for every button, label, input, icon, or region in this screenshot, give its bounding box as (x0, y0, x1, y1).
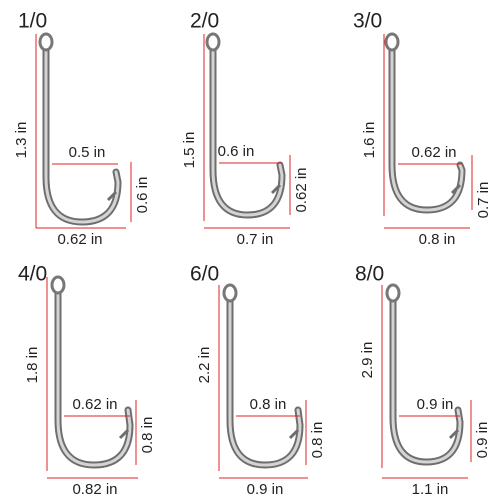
hook-shank-outline (209, 46, 286, 219)
gap-label: 0.8 in (250, 396, 287, 413)
hook-eye (222, 283, 238, 303)
hook-size: 1/0 (18, 10, 47, 33)
hook-size: 2/0 (190, 10, 219, 33)
hook-size: 4/0 (18, 263, 47, 286)
hook-eye (384, 32, 400, 52)
hook-shank-outline (42, 46, 122, 226)
hook-shank (390, 48, 464, 212)
point-label: 0.6 in (134, 177, 151, 214)
hook-item: 1/0 1.3 in 0.5 in 0.6 in 0.62 in (13, 10, 151, 248)
hook-item: 6/0 2.2 in 0.8 in 0.8 in 0.9 in (190, 263, 326, 498)
hook-shank-outline (226, 297, 304, 469)
point-label: 0.7 in (475, 182, 492, 219)
width-label: 0.62 in (57, 231, 102, 248)
hook-barb (118, 428, 130, 440)
hook-shank-outline (388, 46, 466, 214)
length-label: 2.2 in (196, 347, 213, 384)
point-label: 0.8 in (139, 417, 156, 454)
hook-eye (385, 283, 401, 303)
length-label: 1.6 in (361, 122, 378, 159)
gap-label: 0.62 in (411, 144, 456, 161)
gap-label: 0.5 in (69, 144, 106, 161)
length-label: 1.3 in (13, 122, 30, 159)
width-label: 0.9 in (247, 481, 284, 498)
length-label: 2.9 in (359, 342, 376, 379)
hook-item: 3/0 1.6 in 0.62 in 0.7 in 0.8 in (353, 10, 492, 248)
hook-size: 6/0 (190, 263, 219, 286)
hook-shank (391, 299, 462, 464)
hook-shank (56, 291, 132, 467)
hook-barb (288, 428, 300, 440)
hook-shank (228, 299, 302, 467)
hook-item: 4/0 1.8 in 0.62 in 0.8 in 0.82 in (18, 263, 156, 498)
hook-shank (211, 48, 284, 217)
hook-barb (270, 183, 282, 195)
hook-item: 2/0 1.5 in 0.6 in 0.62 in 0.7 in (181, 10, 310, 248)
gap-label: 0.62 in (72, 396, 117, 413)
width-label: 0.82 in (72, 481, 117, 498)
hook-eye (205, 32, 221, 52)
hook-item: 8/0 2.9 in 0.9 in 0.9 in 1.1 in (355, 263, 491, 498)
gap-label: 0.9 in (417, 396, 454, 413)
point-label: 0.62 in (293, 167, 310, 212)
hook-size: 3/0 (353, 10, 382, 33)
hook-barb (448, 428, 460, 440)
hook-eye (38, 32, 54, 52)
gap-label: 0.6 in (218, 143, 255, 160)
hook-shank-outline (54, 289, 134, 469)
length-label: 1.5 in (181, 132, 198, 169)
point-label: 0.8 in (309, 422, 326, 459)
hook-barb (450, 183, 462, 195)
point-label: 0.9 in (474, 422, 491, 459)
width-label: 0.8 in (419, 231, 456, 248)
hook-size: 8/0 (355, 263, 384, 286)
hook-shank (44, 48, 120, 224)
width-label: 0.7 in (237, 231, 274, 248)
length-label: 1.8 in (24, 347, 41, 384)
width-label: 1.1 in (412, 481, 449, 498)
hook-eye (50, 275, 66, 295)
hook-barb (106, 190, 118, 202)
